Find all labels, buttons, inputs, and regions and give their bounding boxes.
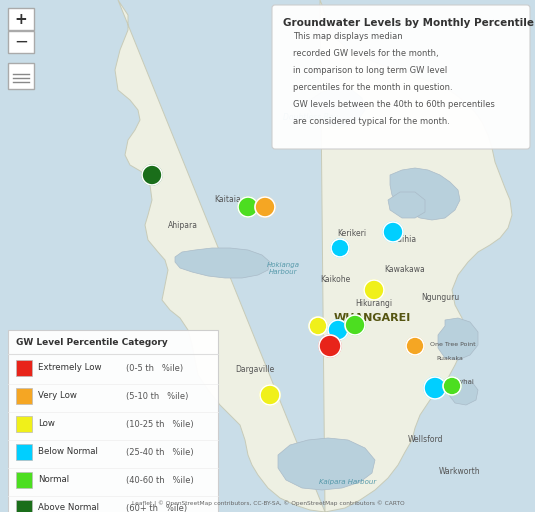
Polygon shape [278, 438, 375, 490]
Text: Kaikohe: Kaikohe [320, 275, 350, 285]
Circle shape [260, 385, 280, 405]
Text: GW Level Percentile Category: GW Level Percentile Category [16, 338, 168, 347]
Text: Very Low: Very Low [38, 392, 77, 400]
Text: Hokianga
Harbour: Hokianga Harbour [266, 262, 300, 274]
Circle shape [142, 165, 162, 185]
FancyBboxPatch shape [16, 500, 32, 512]
Text: percentiles for the month in question.: percentiles for the month in question. [293, 83, 453, 92]
FancyBboxPatch shape [16, 416, 32, 432]
Text: (60+ th   %ile): (60+ th %ile) [126, 503, 187, 512]
Text: One Tree Point: One Tree Point [430, 343, 476, 348]
Text: Mangawhai: Mangawhai [434, 379, 474, 385]
Text: This map displays median: This map displays median [293, 32, 403, 41]
Text: WHANGAREI: WHANGAREI [333, 313, 411, 323]
Polygon shape [175, 248, 270, 278]
Text: (40-60 th   %ile): (40-60 th %ile) [126, 476, 194, 484]
Polygon shape [438, 318, 478, 360]
Text: Above Normal: Above Normal [38, 503, 99, 512]
Text: Extremely Low: Extremely Low [38, 364, 102, 373]
Text: −: − [14, 33, 28, 51]
Text: Dargaville: Dargaville [235, 366, 274, 374]
Circle shape [424, 377, 446, 399]
Circle shape [319, 335, 341, 357]
Text: (10-25 th   %ile): (10-25 th %ile) [126, 419, 194, 429]
Text: Ahipara: Ahipara [168, 221, 198, 229]
FancyBboxPatch shape [16, 444, 32, 460]
Circle shape [443, 377, 461, 395]
Text: GW levels between the 40th to 60th percentiles: GW levels between the 40th to 60th perce… [293, 100, 495, 109]
Text: Low: Low [38, 419, 55, 429]
Text: Kaitaia: Kaitaia [215, 196, 241, 204]
FancyBboxPatch shape [16, 472, 32, 488]
Text: Hikurangi: Hikurangi [355, 300, 393, 309]
Circle shape [309, 317, 327, 335]
FancyBboxPatch shape [8, 63, 34, 89]
Text: Groundwater Levels by Monthly Percentile: Groundwater Levels by Monthly Percentile [283, 18, 534, 28]
Text: Ngunguru: Ngunguru [421, 293, 459, 303]
Text: Kaipara Harbour: Kaipara Harbour [319, 479, 377, 485]
Text: in comparison to long term GW level: in comparison to long term GW level [293, 66, 447, 75]
Circle shape [238, 197, 258, 217]
Circle shape [255, 197, 275, 217]
Text: +: + [14, 11, 27, 27]
Text: Leaflet | © OpenStreetMap contributors, CC-BY-SA, © OpenStreetMap contributors ©: Leaflet | © OpenStreetMap contributors, … [132, 501, 404, 507]
Text: Kawakawa: Kawakawa [385, 266, 425, 274]
Text: (25-40 th   %ile): (25-40 th %ile) [126, 447, 194, 457]
Circle shape [328, 320, 348, 340]
Text: recorded GW levels for the month,: recorded GW levels for the month, [293, 49, 439, 58]
Circle shape [364, 280, 384, 300]
Text: are considered typical for the month.: are considered typical for the month. [293, 117, 450, 126]
Text: Doubtless Bay: Doubtless Bay [282, 114, 338, 122]
Circle shape [345, 315, 365, 335]
Polygon shape [390, 168, 460, 220]
Circle shape [406, 337, 424, 355]
FancyBboxPatch shape [272, 5, 530, 149]
Circle shape [331, 239, 349, 257]
Text: Normal: Normal [38, 476, 69, 484]
Text: Below Normal: Below Normal [38, 447, 98, 457]
FancyBboxPatch shape [16, 360, 32, 376]
Text: Wellsford: Wellsford [407, 436, 443, 444]
FancyBboxPatch shape [8, 31, 34, 53]
Text: Warkworth: Warkworth [439, 467, 481, 477]
Text: Kerikeri: Kerikeri [338, 229, 366, 239]
Text: (5-10 th   %ile): (5-10 th %ile) [126, 392, 188, 400]
FancyBboxPatch shape [8, 8, 34, 30]
Text: (0-5 th   %ile): (0-5 th %ile) [126, 364, 183, 373]
FancyBboxPatch shape [16, 388, 32, 404]
Polygon shape [388, 192, 425, 218]
Polygon shape [115, 0, 512, 512]
Text: Ruakaka: Ruakaka [437, 355, 463, 360]
Polygon shape [449, 380, 478, 405]
Circle shape [383, 222, 403, 242]
Polygon shape [308, 88, 365, 126]
FancyBboxPatch shape [8, 330, 218, 512]
Text: Paihia: Paihia [393, 236, 417, 245]
